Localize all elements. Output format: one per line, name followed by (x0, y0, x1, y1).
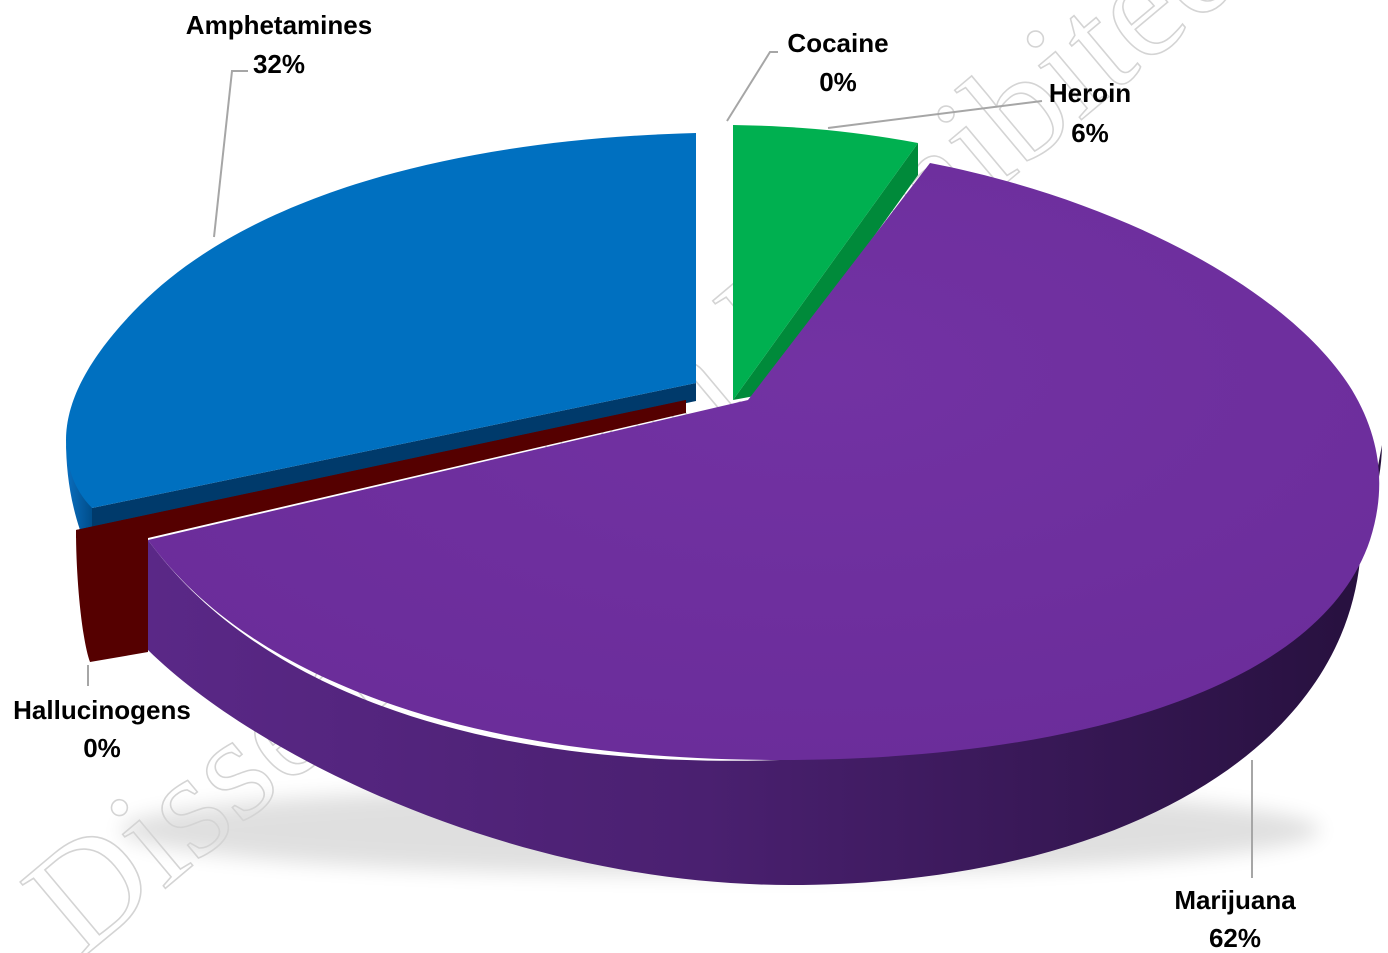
leader-line-amphetamines (213, 70, 248, 238)
leader-line-cocaine (726, 51, 778, 122)
label-amphetamines-value: 32% (253, 49, 305, 79)
label-amphetamines-name: Amphetamines (186, 10, 372, 40)
data-labels: Amphetamines 32% Cocaine 0% Heroin 6% Ha… (13, 10, 1296, 953)
label-marijuana-name: Marijuana (1174, 885, 1296, 915)
leader-line-heroin (827, 100, 1043, 129)
label-heroin-value: 6% (1071, 118, 1109, 148)
label-hallucinogens-name: Hallucinogens (13, 695, 191, 725)
slice-amphetamines-top (66, 133, 696, 508)
label-heroin-name: Heroin (1049, 78, 1131, 108)
slice-hallucinogens-side (76, 400, 686, 662)
slice-hallucinogens (76, 400, 686, 662)
label-cocaine-name: Cocaine (787, 28, 888, 58)
label-cocaine-value: 0% (819, 67, 857, 97)
slice-heroin (733, 125, 918, 400)
leader-lines (87, 51, 1253, 878)
slice-amphetamines (66, 133, 696, 530)
slice-marijuana-side (148, 445, 1382, 885)
label-hallucinogens-value: 0% (83, 733, 121, 763)
slice-heroin-top (733, 125, 918, 400)
slice-marijuana (148, 163, 1382, 885)
slice-marijuana-top (148, 163, 1380, 760)
label-marijuana-value: 62% (1209, 923, 1261, 953)
slice-amphetamines-wall (92, 383, 696, 528)
